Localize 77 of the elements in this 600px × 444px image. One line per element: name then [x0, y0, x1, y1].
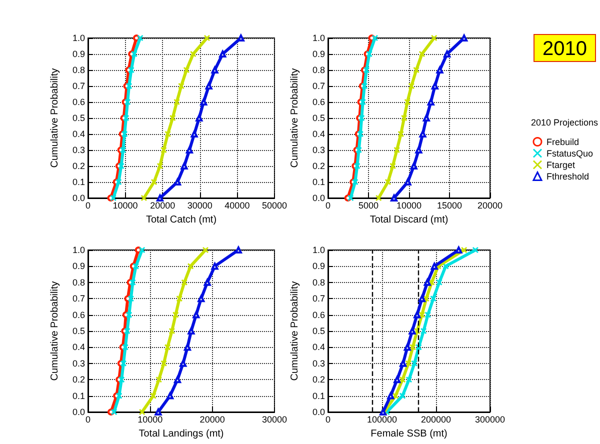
- y-tick-label: 0.2: [72, 374, 85, 385]
- y-axis-title: Cumulative Probability: [50, 281, 60, 381]
- y-tick-label: 0.7: [312, 81, 325, 91]
- legend-label: FstatusQuo: [546, 148, 594, 158]
- x-tick-label: 40000: [224, 200, 250, 210]
- x-tick-label: 30000: [262, 414, 287, 424]
- y-tick-label: 0.1: [72, 390, 85, 401]
- y-tick-label: 0.3: [312, 358, 325, 368]
- y-tick-label: 0.5: [72, 113, 85, 123]
- x-axis-title: Female SSB (mt): [370, 428, 448, 440]
- x-tick-label: 0: [325, 200, 331, 210]
- y-tick-label: 0.0: [72, 193, 85, 203]
- y-axis-title: Cumulative Probability: [290, 68, 300, 168]
- y-axis-title: Cumulative Probability: [50, 68, 60, 168]
- y-tick-label: 0.7: [72, 81, 85, 91]
- x-tick-label: 20000: [477, 200, 503, 210]
- y-tick-label: 0.8: [312, 65, 325, 75]
- x-tick-label: 20000: [150, 200, 176, 210]
- y-tick-label: 1.0: [72, 33, 85, 43]
- x-axis-title: Total Landings (mt): [138, 428, 224, 440]
- x-tick-label: 300000: [474, 414, 506, 424]
- y-tick-label: 0.8: [72, 277, 85, 288]
- y-tick-label: 0.3: [72, 358, 85, 368]
- y-tick-label: 1.0: [312, 33, 325, 43]
- y-tick-label: 0.7: [312, 294, 325, 304]
- y-tick-label: 1.0: [312, 245, 325, 255]
- y-tick-label: 0.2: [72, 161, 85, 171]
- y-tick-label: 0.0: [72, 407, 85, 417]
- y-tick-label: 0.6: [72, 310, 85, 320]
- y-tick-label: 0.9: [312, 49, 325, 59]
- y-tick-label: 0.0: [312, 193, 325, 203]
- x-axis-title: Total Discard (mt): [370, 214, 448, 226]
- y-tick-label: 0.9: [72, 261, 85, 272]
- x-tick-label: 10000: [112, 200, 138, 210]
- x-axis-title: Total Catch (mt): [146, 214, 217, 226]
- y-axis-title: Cumulative Probability: [290, 281, 300, 381]
- y-tick-label: 0.9: [312, 261, 325, 272]
- x-tick-label: 20000: [200, 414, 225, 424]
- y-tick-label: 0.6: [72, 97, 85, 107]
- y-tick-label: 0.0: [312, 407, 325, 417]
- y-tick-label: 0.4: [72, 342, 85, 352]
- x-tick-label: 0: [85, 414, 91, 424]
- y-tick-label: 0.4: [312, 342, 325, 352]
- x-tick-label: 50000: [262, 200, 287, 210]
- y-tick-label: 0.5: [312, 326, 325, 336]
- x-tick-label: 0: [85, 200, 91, 210]
- y-tick-label: 0.2: [312, 374, 325, 385]
- legend-title: 2010 Projections: [530, 118, 598, 128]
- y-tick-label: 0.1: [312, 177, 325, 187]
- x-tick-label: 200000: [420, 414, 452, 424]
- x-tick-label: 15000: [436, 200, 462, 210]
- y-tick-label: 0.6: [312, 310, 325, 320]
- y-tick-label: 0.7: [72, 294, 85, 304]
- x-tick-label: 30000: [187, 200, 212, 210]
- x-tick-label: 0: [325, 414, 331, 424]
- x-tick-label: 10000: [138, 414, 163, 424]
- y-tick-label: 0.1: [312, 390, 325, 401]
- y-tick-label: 0.3: [72, 145, 85, 155]
- legend-label: Ftarget: [546, 160, 576, 170]
- y-tick-label: 0.3: [312, 145, 325, 155]
- y-tick-label: 0.8: [312, 277, 325, 288]
- y-tick-label: 0.4: [312, 129, 325, 139]
- y-tick-label: 0.9: [72, 49, 85, 59]
- text: 2010: [542, 38, 588, 60]
- legend-label: Fthreshold: [546, 171, 590, 182]
- x-tick-label: 5000: [358, 200, 379, 210]
- y-tick-label: 1.0: [72, 245, 85, 255]
- y-tick-label: 0.6: [312, 97, 325, 107]
- y-tick-label: 0.8: [72, 65, 85, 75]
- y-tick-label: 0.1: [72, 177, 85, 187]
- x-tick-label: 100000: [366, 414, 398, 424]
- y-tick-label: 0.4: [72, 129, 85, 139]
- y-tick-label: 0.5: [312, 113, 325, 123]
- y-tick-label: 0.5: [72, 326, 85, 336]
- legend-label: Frebuild: [546, 136, 579, 147]
- y-tick-label: 0.2: [312, 161, 325, 171]
- x-tick-label: 10000: [396, 200, 422, 210]
